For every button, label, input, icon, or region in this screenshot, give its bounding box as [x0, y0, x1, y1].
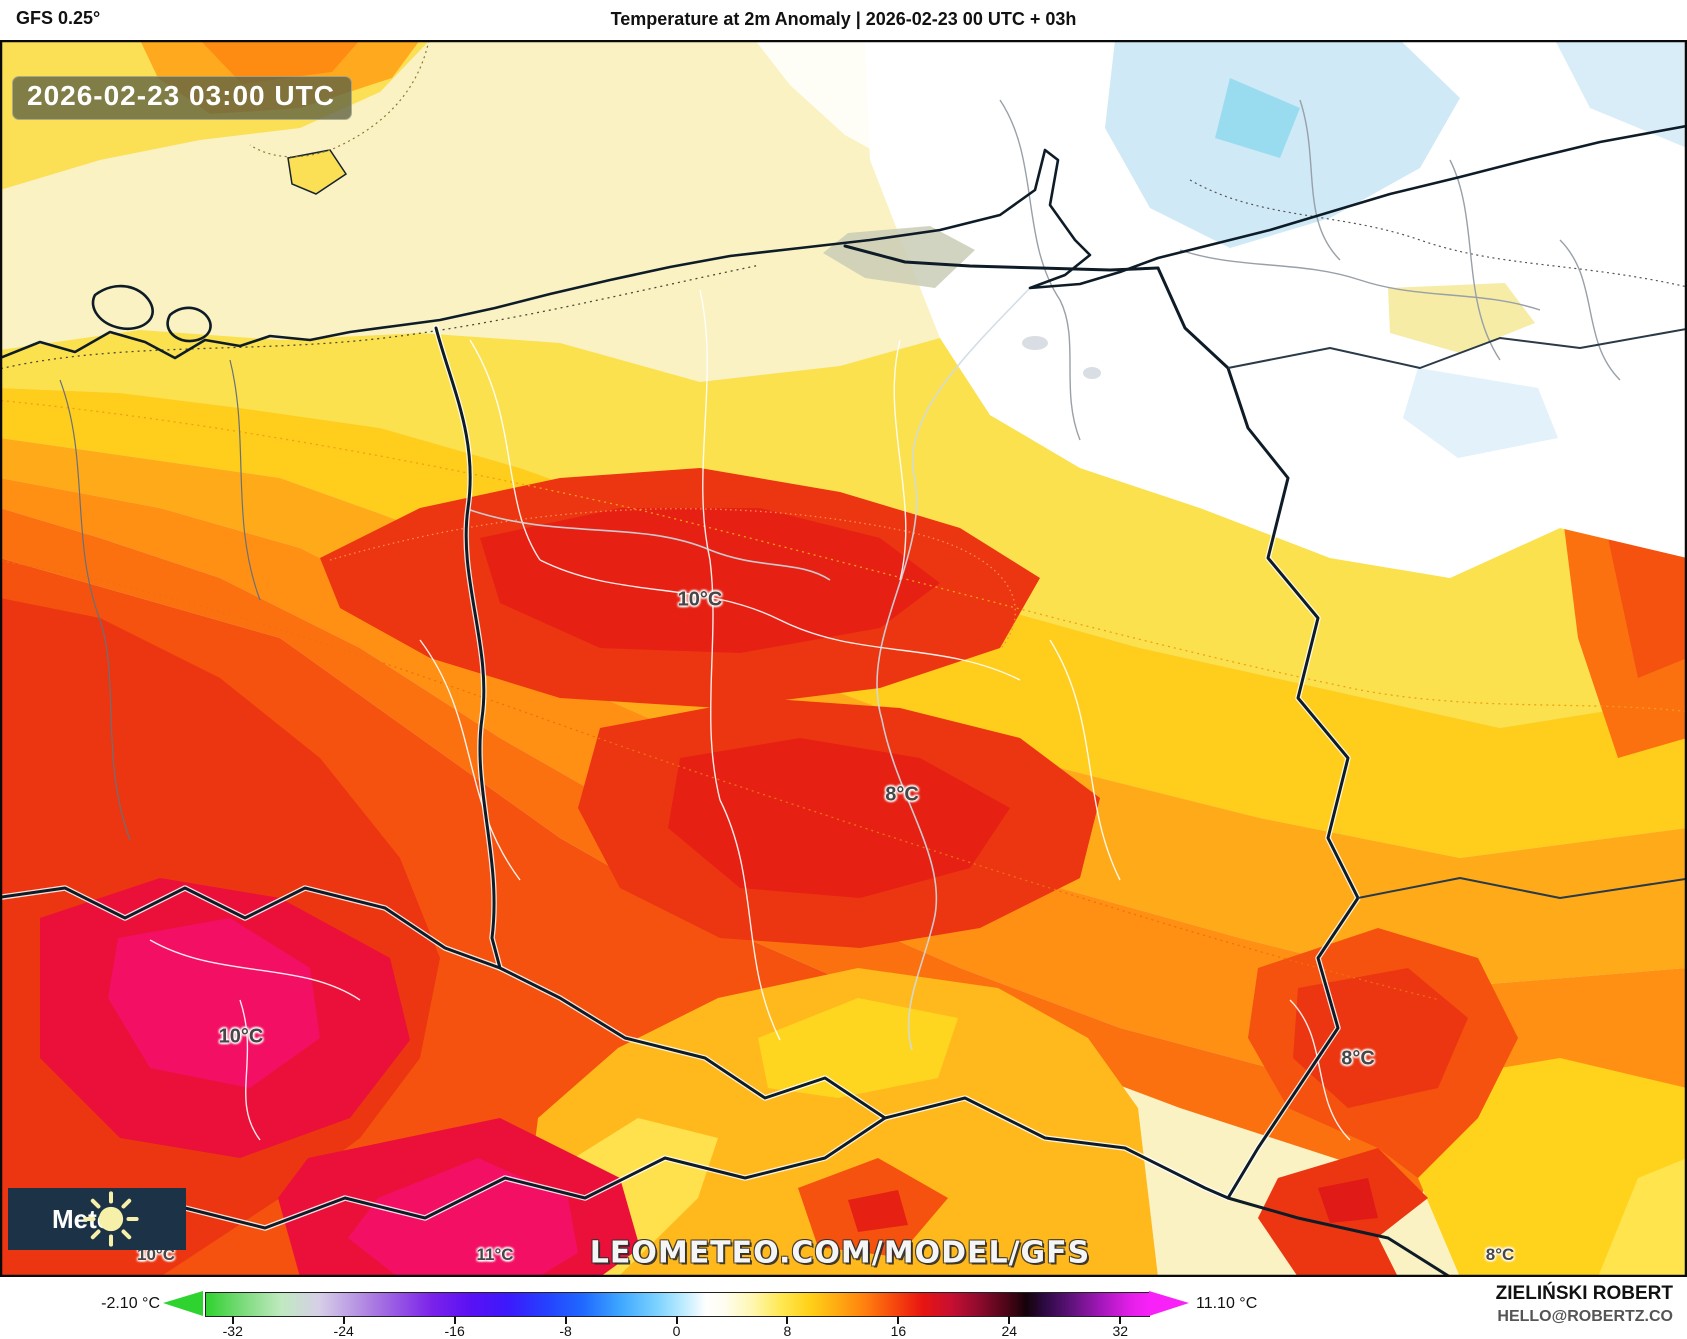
colorbar-tick [1119, 1316, 1122, 1324]
colorbar-tick [231, 1316, 234, 1324]
colorbar-tick [342, 1316, 345, 1324]
colorbar-tick-label: -24 [333, 1323, 354, 1339]
colorbar-tick-label: 8 [783, 1323, 792, 1339]
colorbar-tick [897, 1316, 900, 1324]
temperature-label: 11°C [476, 1245, 514, 1264]
credit-contact: HELLO@ROBERTZ.CO [1497, 1308, 1673, 1325]
colorbar-left-arrow [163, 1291, 203, 1316]
colorbar-tick [1008, 1316, 1011, 1324]
colorbar-tick [786, 1316, 789, 1324]
temperature-label: 10°C [677, 588, 723, 611]
header-bar: GFS 0.25° Temperature at 2m Anomaly | 20… [0, 0, 1687, 40]
colorbar-tick-label: -16 [444, 1323, 465, 1339]
colorbar-min-label: -2.10 °C [101, 1295, 160, 1312]
watermark: LEOMETEO.COM/MODEL/GFS [589, 1235, 1091, 1271]
colorbar-tick-label: 0 [672, 1323, 681, 1339]
colorbar-gradient [205, 1292, 1150, 1317]
credit-author: ZIELIŃSKI ROBERT [1495, 1283, 1673, 1304]
site-logo: Meteo [8, 1188, 186, 1250]
sun-icon [83, 1191, 139, 1247]
colorbar-footer: -2.10 °C 11.10 °C -32 -24 -16 -8 0 8 16 24 32 ZI… [0, 1277, 1687, 1339]
temperature-field-layers [0, 40, 1687, 1277]
colorbar-tick [453, 1316, 456, 1324]
colorbar-tick-label: -8 [559, 1323, 572, 1339]
temperature-label: 10°C [218, 1025, 264, 1048]
colorbar-tick-label: 32 [1112, 1323, 1129, 1339]
model-label: GFS 0.25° [16, 8, 101, 28]
colorbar-tick [564, 1316, 567, 1324]
temperature-label: 8°C [1485, 1245, 1515, 1264]
timestamp-overlay: 2026-02-23 03:00 UTC [12, 76, 352, 120]
temperature-label: 8°C [885, 783, 919, 806]
colorbar-tick-label: -32 [222, 1323, 243, 1339]
colorbar-tick-label: 24 [1001, 1323, 1018, 1339]
page-title: Temperature at 2m Anomaly | 2026-02-23 0… [610, 9, 1077, 29]
weather-map[interactable]: 2026-02-23 03:00 UTC 10°C 8°C 10°C 8°C 10°C 1… [0, 40, 1687, 1277]
colorbar-right-arrow [1149, 1291, 1189, 1316]
colorbar-tick-label: 16 [890, 1323, 907, 1339]
colorbar-tick [675, 1316, 678, 1324]
temperature-label: 8°C [1341, 1047, 1375, 1070]
colorbar-max-label: 11.10 °C [1196, 1295, 1258, 1312]
